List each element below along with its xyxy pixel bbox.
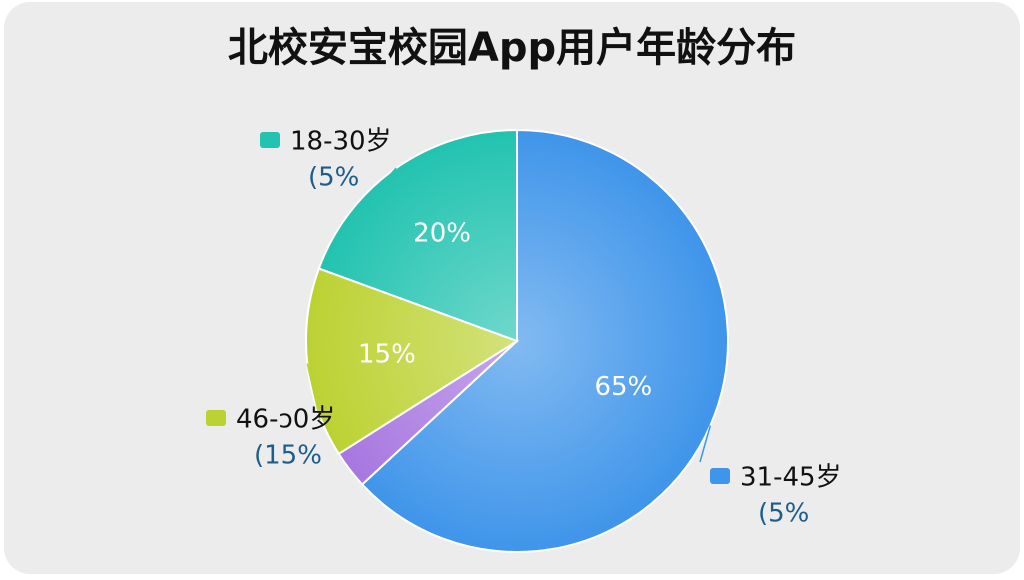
leader-line [389,167,397,176]
icon [206,410,226,426]
value-label: 65% [594,372,652,402]
chart-title: 北校安宝校园App用户年龄分布 [228,25,796,71]
note-label: (5% [308,163,359,193]
labels: 65% 31-45岁 (5% 15% 46-ɔ0岁 (15% 20% 18-30岁 (5% [206,127,842,529]
note-label: (15% [254,441,322,471]
category-label: 18-30岁 [290,127,392,157]
icon [710,468,730,484]
leader-line [306,363,321,421]
leader-line [699,425,712,463]
category-label: 46-ɔ0岁 [236,405,335,435]
category-label: 31-45岁 [740,463,842,493]
icon [260,132,280,148]
note-label: (5% [758,499,809,529]
value-label: 15% [358,339,416,369]
value-label: 20% [413,218,471,248]
